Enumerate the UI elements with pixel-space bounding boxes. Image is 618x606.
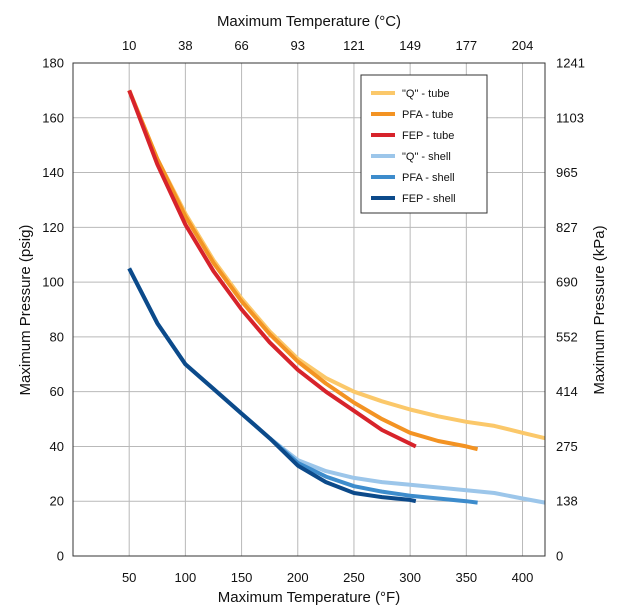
- y-tick-label: 180: [42, 56, 64, 71]
- plot-border: [72, 62, 546, 557]
- x2-tick-label: 177: [455, 38, 477, 53]
- y2-tick-label: 1103: [556, 110, 584, 125]
- x2-tick-label: 149: [399, 38, 421, 53]
- y2-tick-label: 1241: [556, 56, 585, 71]
- x-tick-label: 400: [512, 570, 534, 585]
- y-tick-label: 20: [50, 494, 64, 509]
- legend-label: PFA - shell: [402, 172, 455, 184]
- x-tick-label: 200: [287, 570, 309, 585]
- bottom-axis-title: Maximum Temperature (°F): [218, 589, 400, 606]
- top-axis-title: Maximum Temperature (°C): [217, 13, 401, 30]
- x2-tick-label: 93: [291, 38, 305, 53]
- right-axis-title: Maximum Pressure (kPa): [591, 225, 608, 394]
- x2-tick-label: 38: [178, 38, 192, 53]
- left-axis-title: Maximum Pressure (psig): [17, 225, 34, 396]
- y-tick-label: 160: [42, 110, 64, 125]
- legend-label: FEP - tube: [402, 130, 454, 142]
- x2-tick-label: 66: [234, 38, 248, 53]
- x2-tick-label: 204: [512, 38, 534, 53]
- x2-tick-label: 121: [343, 38, 365, 53]
- y-tick-label: 120: [42, 220, 64, 235]
- x-tick-label: 250: [343, 570, 365, 585]
- y-tick-label: 140: [42, 165, 64, 180]
- legend-label: FEP - shell: [402, 193, 456, 205]
- y-tick-label: 0: [57, 549, 64, 564]
- legend-label: PFA - tube: [402, 109, 453, 121]
- legend-label: "Q" - shell: [402, 151, 451, 163]
- series-layer: [127, 89, 546, 505]
- y2-tick-label: 552: [556, 329, 578, 344]
- y2-tick-label: 690: [556, 275, 578, 290]
- x-tick-label: 300: [399, 570, 421, 585]
- series-line: [127, 89, 479, 452]
- x-tick-label: 150: [231, 570, 253, 585]
- x-tick-label: 50: [122, 570, 136, 585]
- x-tick-label: 100: [175, 570, 197, 585]
- x2-tick-label: 10: [122, 38, 136, 53]
- y2-tick-label: 965: [556, 165, 578, 180]
- y2-tick-label: 138: [556, 494, 578, 509]
- y-tick-label: 100: [42, 275, 64, 290]
- y2-tick-label: 827: [556, 220, 578, 235]
- series-line: [127, 267, 417, 504]
- y2-tick-label: 275: [556, 439, 578, 454]
- legend-box: [360, 74, 488, 214]
- y2-tick-label: 0: [556, 549, 563, 564]
- y-tick-label: 80: [50, 329, 64, 344]
- y2-tick-label: 414: [556, 384, 578, 399]
- y-tick-label: 60: [50, 384, 64, 399]
- series-line: [127, 89, 417, 449]
- y-tick-label: 40: [50, 439, 64, 454]
- legend: "Q" - tube PFA - tube FEP - tube "Q" - shel…: [360, 74, 488, 214]
- legend-label: "Q" - tube: [402, 88, 450, 100]
- x-tick-label: 350: [455, 570, 477, 585]
